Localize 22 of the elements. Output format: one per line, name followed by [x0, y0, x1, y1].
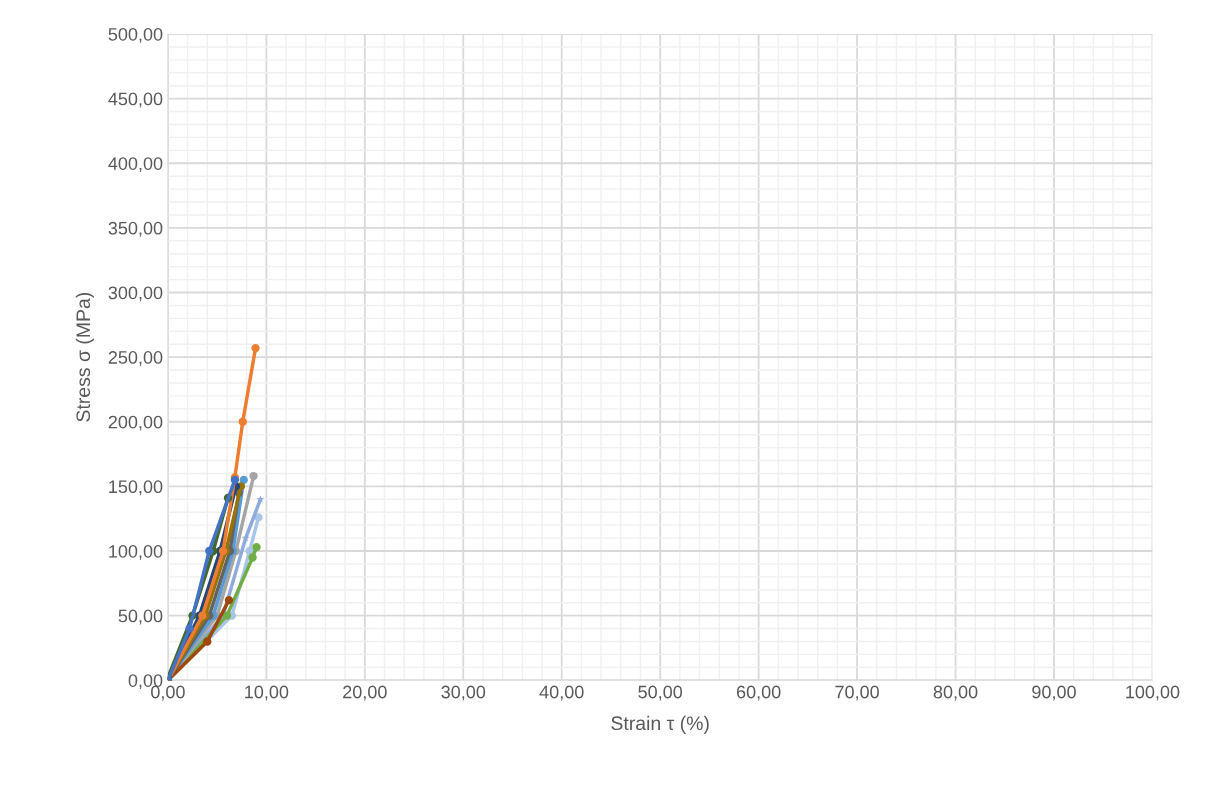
y-tick-label: 250,00 [108, 351, 163, 366]
y-tick-label: 450,00 [108, 92, 163, 108]
y-tick-label: 400,00 [108, 157, 163, 173]
x-tick-label: 40,00 [539, 685, 584, 701]
y-axis-title: Stress σ (MPa) [75, 292, 94, 422]
y-tick-label: 50,00 [118, 609, 163, 625]
x-axis-title: Strain τ (%) [611, 715, 709, 734]
x-tick-label: 50,00 [638, 685, 683, 701]
x-tick-label: 20,00 [343, 685, 387, 701]
x-tick-label: 80,00 [933, 685, 978, 701]
y-tick-label: 200,00 [108, 415, 163, 431]
x-tick-label: 60,00 [736, 685, 781, 701]
x-tick-label: 10,00 [245, 685, 289, 701]
y-tick-label: 150,00 [109, 480, 163, 496]
y-tick-label: 300,00 [108, 286, 163, 302]
y-tick-label: 500,00 [108, 27, 163, 43]
x-tick-label: 100,00 [1126, 685, 1180, 701]
x-tick-label: 70,00 [835, 685, 879, 701]
y-tick-label: 350,00 [108, 221, 163, 237]
x-tick-label: 90,00 [1032, 685, 1076, 701]
x-tick-label: 30,00 [441, 685, 486, 701]
y-tick-label: 100,00 [109, 544, 163, 560]
